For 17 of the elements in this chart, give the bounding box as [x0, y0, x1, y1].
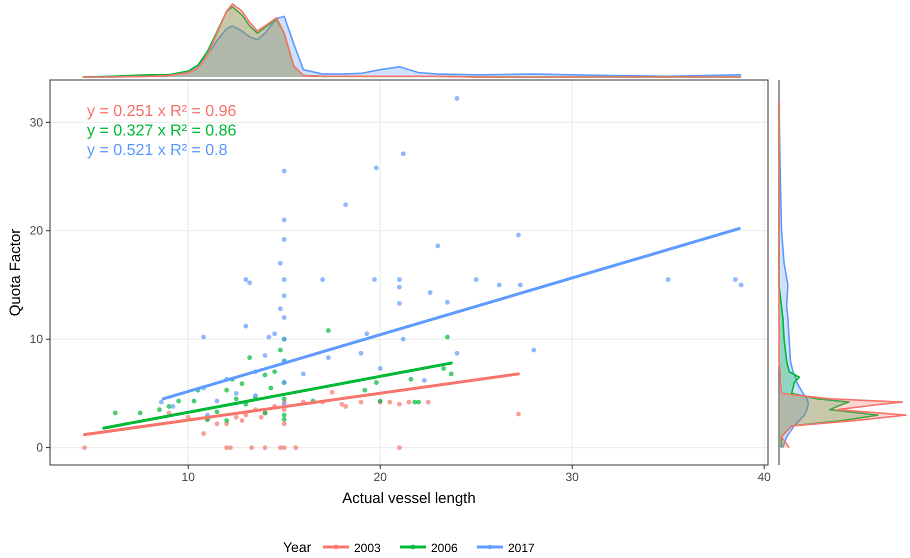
y-tick-label: 20 — [30, 224, 44, 238]
legend-label: 2017 — [508, 541, 536, 555]
x-tick-label: 40 — [757, 470, 772, 484]
x-tick-label: 20 — [374, 470, 388, 484]
legend-label: 2006 — [431, 541, 458, 555]
y-axis-title: Quota Factor — [7, 228, 24, 316]
x-tick-label: 10 — [182, 470, 196, 484]
x-tick-label: 30 — [566, 470, 580, 484]
y-tick-label: 30 — [30, 115, 44, 130]
legend-title: Year — [283, 539, 312, 555]
x-axis-title: Actual vessel length — [342, 490, 476, 507]
legend-label: 2003 — [354, 541, 382, 555]
annotation: y = 0.521 x R² = 0.8 — [87, 142, 228, 159]
annotation: y = 0.327 x R² = 0.86 — [87, 122, 237, 140]
annotation: y = 0.251 x R² = 0.96 — [87, 103, 237, 120]
y-tick-label: 10 — [30, 332, 44, 346]
y-tick-label: 0 — [36, 440, 44, 455]
